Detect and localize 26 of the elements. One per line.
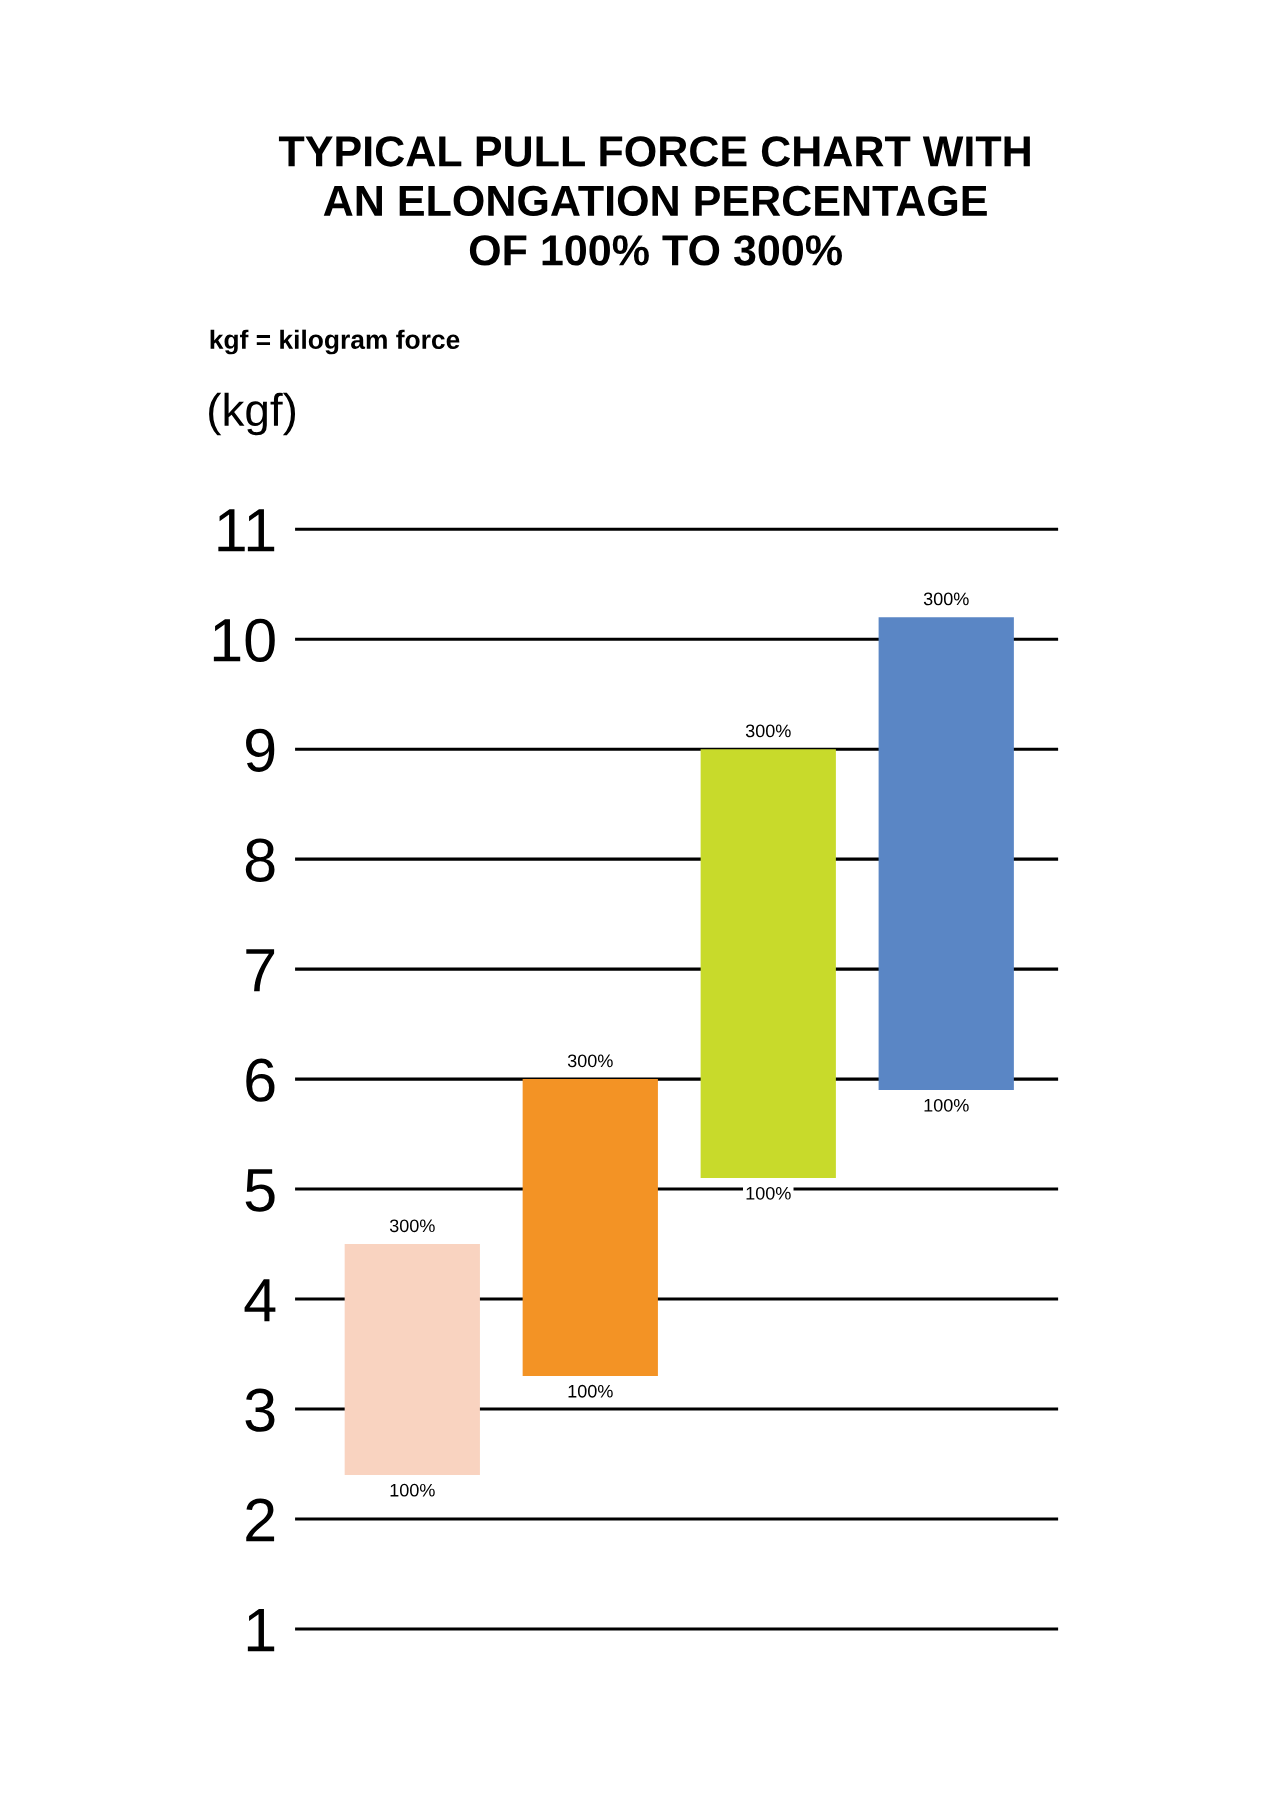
y-tick-label: 6 [246,1058,275,1102]
y-tick-label: 1 [247,1609,275,1652]
bar [344,1244,480,1476]
bar [700,749,836,1179]
y-tick-label: 5 [245,1169,275,1212]
y-tick-label: 2 [246,1498,275,1542]
chart-title: TYPICAL PULL FORCE CHART WITH AN ELONGATION PERCENTAGE OF 100% TO 300% [278,136,1030,266]
annotation: 100% [746,1186,791,1200]
annotation: 100% [568,1384,613,1398]
annotation: 300% [389,1219,435,1233]
annotation: 300% [567,1054,613,1068]
annotation: 300% [745,724,791,738]
annotation: 100% [924,1098,969,1112]
y-axis-title: (kgf) [209,392,296,436]
y-tick-label: 9 [246,728,275,772]
bar [522,1079,658,1377]
y-tick-label: 4 [244,1279,276,1322]
annotation: 100% [390,1483,435,1497]
y-tick-label: 10 [213,618,275,662]
chart-subtitle: kgf = kilogram force [210,329,460,355]
bar [878,617,1014,1091]
y-tick-label: 3 [245,1388,275,1432]
y-tick-label: 7 [246,949,275,992]
y-tick-label: 8 [245,838,275,882]
y-tick-label: 11 [218,509,275,552]
annotation: 300% [923,592,969,606]
